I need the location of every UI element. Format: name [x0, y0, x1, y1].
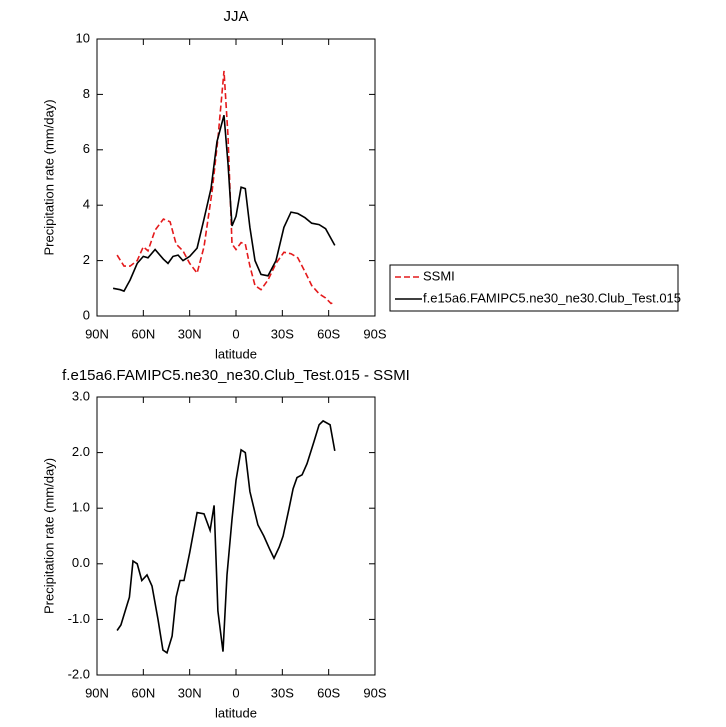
- y-tick-label: 6: [83, 141, 90, 156]
- y-tick-label: 2.0: [72, 444, 90, 459]
- chart-title: f.e15a6.FAMIPC5.ne30_ne30.Club_Test.015 …: [62, 367, 410, 384]
- legend-label: SSMI: [423, 268, 455, 283]
- x-axis-label: latitude: [215, 705, 257, 720]
- y-tick-label: 3.0: [72, 388, 90, 403]
- legend-box: [389, 264, 679, 312]
- x-tick-label: 60N: [131, 326, 155, 341]
- x-tick-label: 60S: [317, 685, 340, 700]
- y-tick-label: 8: [83, 86, 90, 101]
- x-tick-label: 90S: [363, 326, 386, 341]
- y-axis-label: Precipitation rate (mm/day): [41, 99, 56, 255]
- y-tick-label: -1.0: [68, 611, 90, 626]
- x-tick-label: 0: [232, 326, 239, 341]
- x-tick-label: 30S: [271, 685, 294, 700]
- chart-title: JJA: [223, 8, 248, 25]
- y-tick-label: 1.0: [72, 500, 90, 515]
- x-tick-label: 90S: [363, 685, 386, 700]
- x-tick-label: 30N: [178, 685, 202, 700]
- x-tick-label: 30S: [271, 326, 294, 341]
- y-tick-label: 0: [83, 307, 90, 322]
- x-tick-label: 0: [232, 685, 239, 700]
- x-axis-label: latitude: [215, 346, 257, 361]
- y-tick-label: 10: [76, 30, 90, 45]
- x-tick-label: 60S: [317, 326, 340, 341]
- plot-frame: [96, 38, 376, 317]
- x-tick-label: 90N: [85, 326, 109, 341]
- x-tick-label: 30N: [178, 326, 202, 341]
- y-tick-label: 4: [83, 197, 90, 212]
- y-tick-label: 0.0: [72, 555, 90, 570]
- series-line: [112, 114, 336, 293]
- series-line: [116, 70, 336, 305]
- y-tick-label: 2: [83, 252, 90, 267]
- series-line: [116, 419, 336, 655]
- y-axis-label: Precipitation rate (mm/day): [41, 458, 56, 614]
- x-tick-label: 60N: [131, 685, 155, 700]
- legend-label: f.e15a6.FAMIPC5.ne30_ne30.Club_Test.015: [423, 290, 681, 305]
- y-tick-label: -2.0: [68, 666, 90, 681]
- x-tick-label: 90N: [85, 685, 109, 700]
